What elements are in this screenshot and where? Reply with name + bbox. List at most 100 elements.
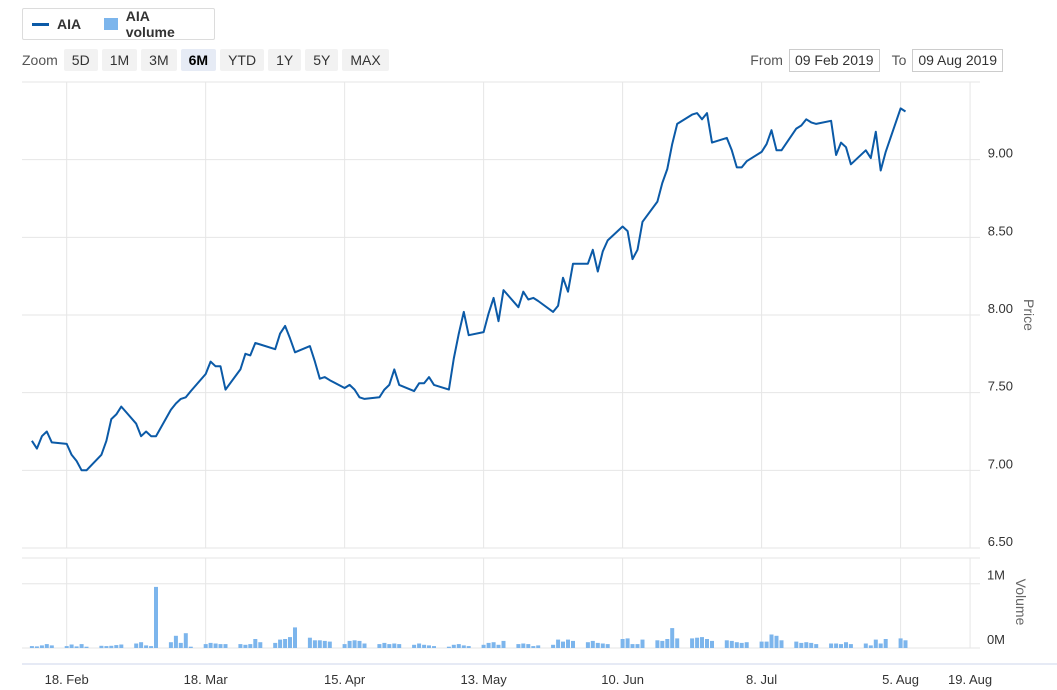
volume-bar[interactable] [501,640,506,648]
volume-bar[interactable] [844,642,848,648]
volume-bar[interactable] [556,639,561,648]
volume-bar[interactable] [804,642,809,648]
volume-bar[interactable] [839,644,843,648]
volume-bar[interactable] [809,642,814,648]
volume-bar[interactable] [39,645,44,648]
zoom-button-max[interactable]: MAX [342,49,389,71]
volume-bar[interactable] [248,644,253,648]
volume-bar[interactable] [69,644,74,649]
volume-bar[interactable] [392,643,397,649]
volume-bar[interactable] [739,642,744,648]
volume-bar[interactable] [630,644,635,648]
volume-bar[interactable] [878,643,883,649]
volume-bar[interactable] [585,642,590,648]
volume-bar[interactable] [883,639,888,648]
volume-bar[interactable] [134,643,139,649]
volume-bar[interactable] [422,644,427,648]
volume-bar[interactable] [531,646,536,648]
volume-bar[interactable] [312,640,317,648]
zoom-button-5d[interactable]: 5D [63,49,98,71]
volume-bar[interactable] [183,633,188,648]
volume-bar[interactable] [397,644,402,648]
volume-bar[interactable] [352,640,357,648]
volume-bar[interactable] [779,640,784,648]
volume-bar[interactable] [144,645,149,648]
volume-bar[interactable] [382,642,387,648]
volume-bar[interactable] [635,644,640,648]
volume-bar[interactable] [149,646,154,648]
volume-bar[interactable] [605,644,610,648]
volume-bar[interactable] [799,642,804,648]
legend-item-aia[interactable]: AIA [32,16,81,32]
volume-bar[interactable] [307,637,312,648]
volume-bar[interactable] [868,645,873,648]
volume-bar[interactable] [238,644,243,648]
volume-bar[interactable] [595,642,600,648]
volume-bar[interactable] [769,634,774,649]
volume-bar[interactable] [347,640,352,648]
volume-bar[interactable] [278,639,283,648]
volume-bar[interactable] [774,635,779,648]
volume-bar[interactable] [744,642,749,648]
volume-bar[interactable] [734,642,739,648]
volume-bar[interactable] [139,642,144,648]
volume-bar[interactable] [74,646,79,648]
volume-bar[interactable] [178,642,183,648]
volume-bar[interactable] [29,646,34,648]
volume-bar[interactable] [412,644,417,648]
volume-bar[interactable] [571,640,575,648]
volume-bar[interactable] [764,641,769,648]
volume-bar[interactable] [724,640,729,648]
volume-bar[interactable] [486,642,491,648]
volume-bar[interactable] [357,640,362,648]
volume-bar[interactable] [590,640,595,648]
volume-bar[interactable] [561,641,565,648]
volume-bar[interactable] [79,644,84,648]
volume-bar[interactable] [655,640,660,648]
volume-bar[interactable] [109,645,114,649]
volume-bar[interactable] [566,639,570,648]
zoom-button-5y[interactable]: 5Y [305,49,339,71]
volume-bar[interactable] [903,640,908,648]
volume-bar[interactable] [362,643,367,649]
volume-bar[interactable] [600,643,605,649]
volume-bar[interactable] [168,642,173,648]
volume-bar[interactable] [446,646,451,648]
volume-bar[interactable] [377,644,382,648]
volume-bar[interactable] [417,643,422,649]
volume-bar[interactable] [64,646,69,648]
volume-bar[interactable] [273,642,278,648]
volume-bar[interactable] [322,640,327,648]
volume-bar[interactable] [432,646,436,648]
volume-bar[interactable] [99,645,104,649]
volume-bar[interactable] [526,644,531,648]
volume-bar[interactable] [253,639,258,648]
to-date-input[interactable]: 09 Aug 2019 [912,48,1003,72]
volume-bar[interactable] [675,638,680,648]
volume-bar[interactable] [44,644,49,648]
volume-bar[interactable] [213,643,218,649]
volume-bar[interactable] [690,638,695,648]
volume-bar[interactable] [34,646,39,648]
volume-bar[interactable] [317,640,322,648]
volume-bar[interactable] [466,646,471,648]
volume-bar[interactable] [84,646,89,648]
volume-bar[interactable] [451,644,456,648]
volume-bar[interactable] [387,644,392,648]
zoom-button-3m[interactable]: 3M [141,49,177,71]
volume-bar[interactable] [848,644,853,648]
volume-bar[interactable] [49,645,54,648]
volume-bar[interactable] [188,646,193,648]
volume-bar[interactable] [759,641,764,648]
volume-bar[interactable] [327,641,332,648]
volume-bar[interactable] [208,642,213,648]
volume-bar[interactable] [456,644,461,648]
volume-bar[interactable] [794,641,799,648]
volume-bar[interactable] [283,639,288,648]
volume-bar[interactable] [536,645,541,648]
volume-bar[interactable] [873,639,878,648]
volume-bar[interactable] [427,645,431,648]
from-date-input[interactable]: 09 Feb 2019 [788,48,880,72]
volume-bar[interactable] [620,639,625,648]
